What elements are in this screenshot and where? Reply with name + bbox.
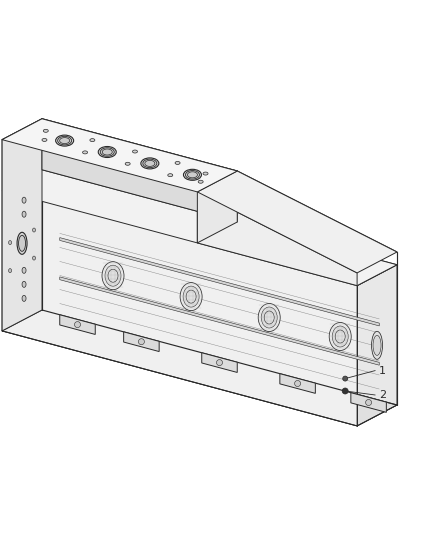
Ellipse shape: [132, 150, 138, 153]
Ellipse shape: [329, 322, 351, 351]
Polygon shape: [60, 315, 95, 334]
Ellipse shape: [175, 161, 180, 164]
Ellipse shape: [22, 211, 26, 217]
Ellipse shape: [58, 136, 72, 145]
Polygon shape: [198, 192, 357, 286]
Polygon shape: [2, 119, 237, 192]
Ellipse shape: [83, 151, 88, 154]
Ellipse shape: [22, 295, 26, 301]
Polygon shape: [202, 353, 237, 373]
Ellipse shape: [198, 180, 203, 183]
Ellipse shape: [185, 171, 199, 179]
Ellipse shape: [141, 158, 159, 169]
Ellipse shape: [261, 307, 277, 328]
Polygon shape: [357, 265, 397, 426]
Ellipse shape: [22, 197, 26, 203]
Polygon shape: [42, 119, 237, 222]
Polygon shape: [2, 140, 357, 426]
Ellipse shape: [168, 174, 173, 176]
Ellipse shape: [143, 159, 157, 168]
Circle shape: [366, 400, 371, 406]
Ellipse shape: [32, 228, 35, 232]
Text: 1: 1: [379, 366, 386, 376]
Circle shape: [295, 381, 300, 386]
Ellipse shape: [17, 232, 27, 254]
Polygon shape: [2, 169, 397, 286]
Circle shape: [342, 388, 348, 394]
Ellipse shape: [102, 262, 124, 290]
Ellipse shape: [184, 169, 201, 180]
Ellipse shape: [125, 162, 130, 165]
Polygon shape: [60, 277, 379, 365]
Polygon shape: [42, 169, 397, 405]
Circle shape: [216, 360, 223, 366]
Ellipse shape: [373, 335, 381, 356]
Circle shape: [74, 321, 81, 328]
Ellipse shape: [183, 286, 199, 307]
Polygon shape: [124, 332, 159, 352]
Ellipse shape: [22, 268, 26, 273]
Polygon shape: [60, 238, 379, 326]
Ellipse shape: [100, 148, 114, 156]
Ellipse shape: [18, 235, 25, 252]
Ellipse shape: [258, 303, 280, 332]
Polygon shape: [2, 119, 42, 331]
Ellipse shape: [9, 269, 11, 272]
Circle shape: [343, 376, 348, 381]
Ellipse shape: [9, 240, 11, 245]
Polygon shape: [280, 374, 315, 393]
Ellipse shape: [371, 332, 382, 359]
Circle shape: [138, 338, 145, 345]
Polygon shape: [351, 393, 386, 413]
Ellipse shape: [56, 135, 74, 146]
Polygon shape: [198, 171, 237, 243]
Ellipse shape: [180, 282, 202, 311]
Ellipse shape: [43, 130, 48, 132]
Ellipse shape: [105, 265, 121, 286]
Ellipse shape: [98, 147, 116, 157]
Text: 2: 2: [379, 390, 386, 400]
Ellipse shape: [203, 172, 208, 175]
Ellipse shape: [42, 139, 47, 141]
Ellipse shape: [32, 256, 35, 260]
Ellipse shape: [90, 139, 95, 142]
Polygon shape: [198, 171, 397, 273]
Polygon shape: [2, 310, 397, 426]
Ellipse shape: [22, 281, 26, 287]
Ellipse shape: [332, 326, 348, 347]
